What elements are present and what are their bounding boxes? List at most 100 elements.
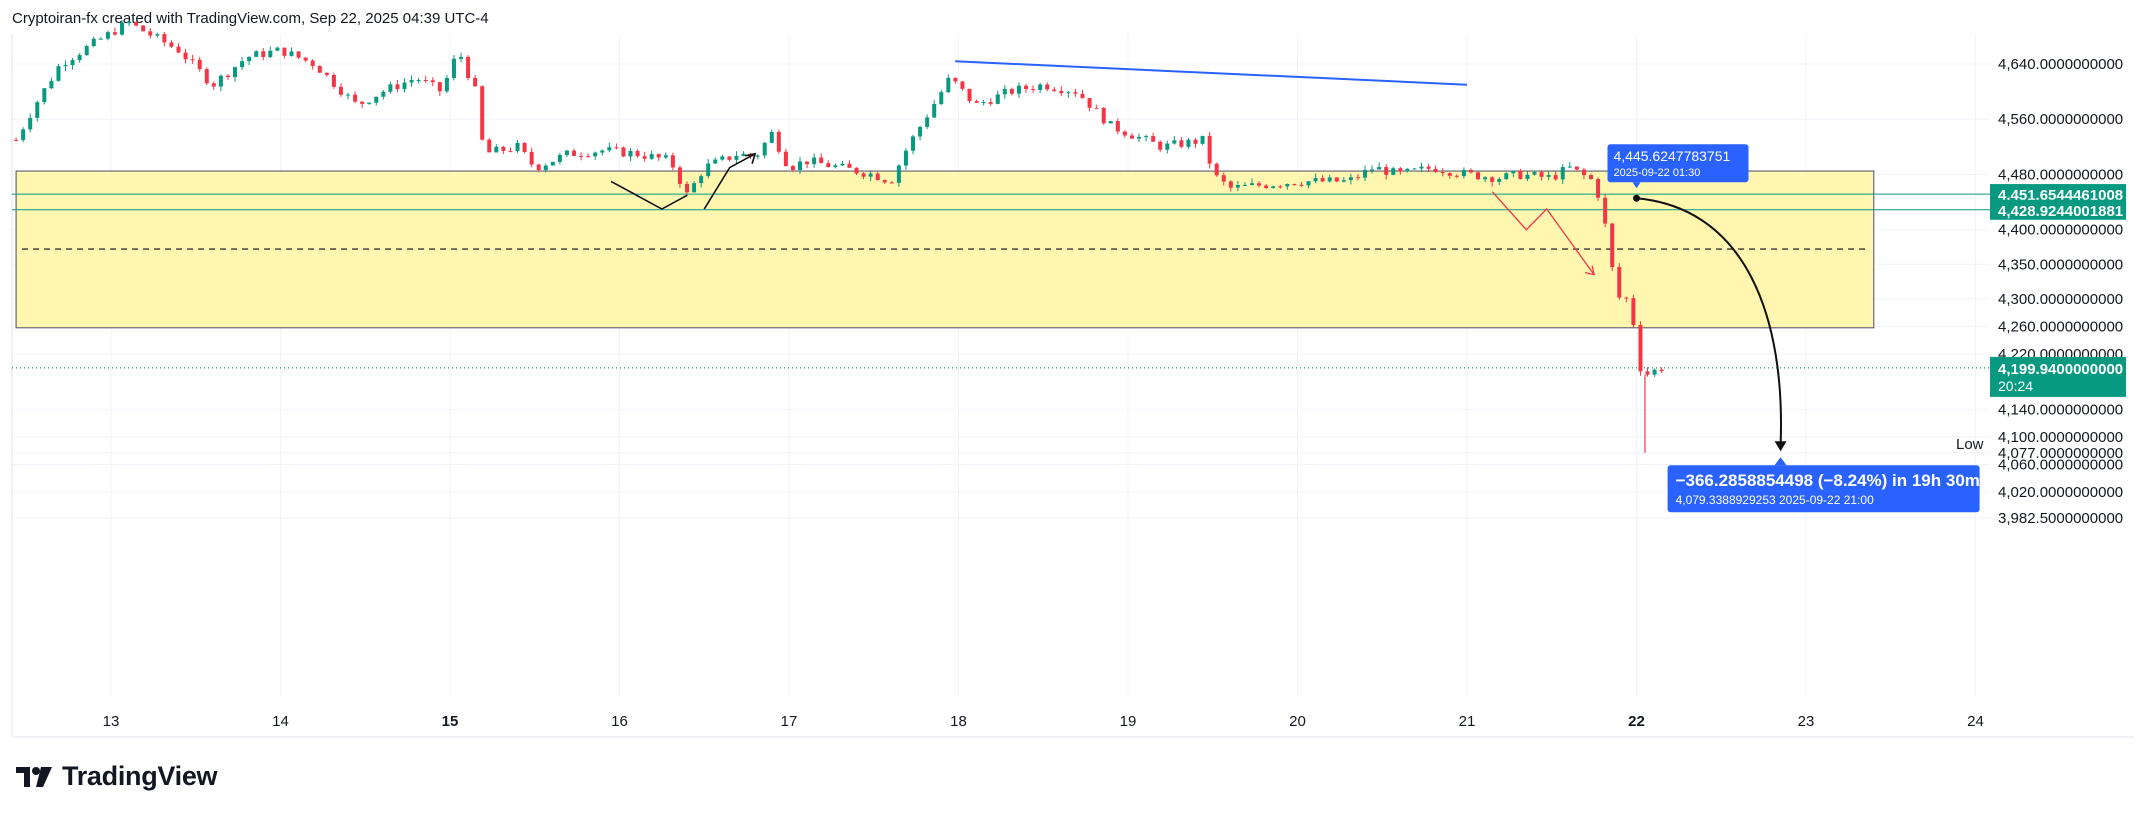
candle-body: [183, 52, 188, 60]
candle-body: [21, 129, 26, 141]
candle-body: [105, 32, 110, 39]
candle-body: [1327, 177, 1332, 182]
candle-body: [423, 80, 428, 82]
candle-body: [1066, 92, 1071, 94]
candle-body: [783, 151, 788, 167]
candle-body: [1560, 167, 1565, 180]
price-tick-label: 4,640.0000000000: [1998, 56, 2123, 73]
candle-body: [967, 88, 972, 102]
supply-demand-zone[interactable]: [12, 170, 1990, 369]
candle-body: [1045, 84, 1050, 90]
price-tick-label: 4,560.0000000000: [1998, 111, 2123, 128]
candle-body: [1002, 88, 1007, 95]
candle-body: [762, 142, 767, 156]
candle-body: [1384, 167, 1389, 175]
candle-body: [1235, 185, 1240, 188]
candle-body: [1483, 177, 1488, 180]
time-tick-label: 22: [1628, 713, 1645, 730]
measure-arrowhead: [1774, 441, 1787, 452]
candle-body: [656, 154, 661, 158]
start-label-time: 2025-09-22 01:30: [1614, 167, 1701, 179]
candle-body: [1497, 179, 1502, 182]
candle-body: [1165, 143, 1170, 150]
time-tick-label: 13: [103, 713, 120, 730]
candle-body: [275, 47, 280, 51]
candle-body: [190, 59, 195, 61]
time-tick-label: 15: [442, 713, 459, 730]
candle-body: [1553, 175, 1558, 180]
red-arrowhead: [1584, 265, 1595, 276]
candle-body: [882, 180, 887, 183]
candle-body: [1306, 181, 1311, 186]
price-tick-label: 3,982.5000000000: [1998, 510, 2123, 527]
price-tick-label: 4,480.0000000000: [1998, 166, 2123, 183]
candle-body: [176, 46, 181, 53]
level-price-tag: [1990, 184, 2126, 205]
candle-body: [529, 151, 534, 165]
price-tick-label: 4,300.0000000000: [1998, 291, 2123, 308]
trendline-resistance[interactable]: [955, 60, 1468, 86]
candle-body: [819, 157, 824, 164]
candle-body: [1129, 135, 1134, 139]
candle-body: [317, 65, 322, 73]
candle-body: [501, 146, 506, 151]
candle-body: [494, 146, 499, 153]
candle-body: [409, 80, 414, 83]
candle-body: [1320, 178, 1325, 182]
candle-body: [430, 80, 435, 83]
candle-body: [593, 152, 598, 157]
candle-body: [557, 155, 562, 162]
candle-body: [854, 167, 859, 174]
candle-body: [1638, 324, 1643, 372]
candle-body: [1250, 183, 1255, 185]
candle-body: [812, 157, 817, 165]
candle-body: [77, 55, 82, 61]
price-tick-label: 4,100.0000000000: [1998, 429, 2123, 446]
candle-body: [741, 153, 746, 156]
candle-body: [953, 77, 958, 82]
time-axis[interactable]: 13 14 15 16 17 18 19 20 21 22 23 24: [103, 713, 1984, 730]
candle-body: [1461, 169, 1466, 177]
candle-body: [98, 38, 103, 40]
candle-body: [437, 82, 442, 92]
candle-body: [925, 117, 930, 127]
candle-body: [296, 51, 301, 58]
candle-body: [225, 75, 230, 78]
candle-body: [1412, 168, 1417, 170]
candle-body: [868, 173, 873, 177]
candle-body: [466, 56, 471, 79]
candle-body: [416, 80, 421, 82]
candle-body: [692, 183, 697, 193]
candle-body: [374, 96, 379, 103]
candle-body: [1645, 371, 1650, 375]
candle-body: [1052, 89, 1057, 91]
candle-body: [826, 163, 831, 168]
price-axis[interactable]: 4,640.0000000000 4,560.0000000000 4,480.00…: [1990, 56, 2126, 527]
candle-body: [211, 83, 216, 87]
price-tick-label: 4,140.0000000000: [1998, 401, 2123, 418]
drawing-layer[interactable]: 4,445.6247783751 2025-09-22 01:30 −366.285…: [610, 60, 1984, 513]
time-tick-label: 23: [1798, 713, 1815, 730]
candle-body: [346, 94, 351, 96]
zigzag-path-1: [610, 180, 688, 210]
candle-body: [1207, 135, 1212, 164]
candle-body: [56, 66, 61, 81]
candle-body: [1122, 131, 1127, 136]
tradingview-logo[interactable]: TradingView: [14, 761, 218, 792]
measure-label-change: −366.2858854498 (−8.24%) in 19h 30m: [1676, 471, 1980, 490]
candle-body: [670, 155, 675, 168]
candle-body: [572, 150, 577, 156]
time-tick-label: 20: [1289, 713, 1306, 730]
candle-body: [543, 165, 548, 170]
candle-body: [1567, 166, 1572, 168]
candle-body: [254, 51, 259, 57]
candle-body: [240, 61, 245, 68]
candle-body: [451, 58, 456, 78]
candle-body: [353, 94, 358, 102]
candle-body: [282, 47, 287, 56]
candle-body: [1652, 369, 1657, 375]
candle-body: [1659, 369, 1664, 372]
candle-body: [840, 163, 845, 166]
measure-curve[interactable]: [1636, 197, 1782, 446]
